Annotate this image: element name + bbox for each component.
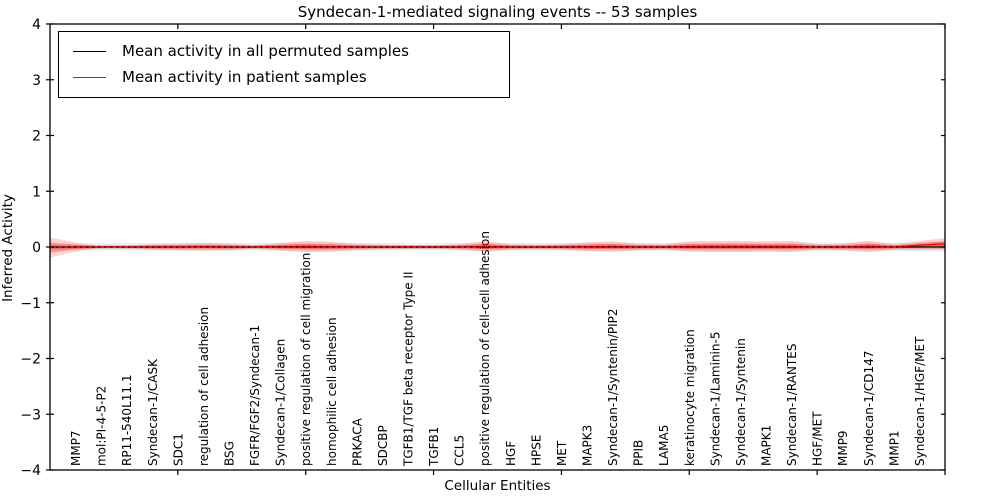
x-category-label: SDCBP [376, 425, 390, 466]
x-category-label: MAPK3 [581, 425, 595, 466]
x-category-label: mol:PI-4-5-P2 [95, 386, 109, 466]
x-category-label: Syndecan-1/CD147 [862, 351, 876, 466]
x-axis-title: Cellular Entities [444, 478, 551, 494]
y-tick-label: 3 [32, 73, 41, 89]
legend-label-permuted: Mean activity in all permuted samples [122, 42, 409, 60]
x-category-label: RP11-540L11.1 [120, 375, 134, 466]
x-category-label: Syndecan-1/CASK [146, 358, 160, 466]
y-tick-label: −1 [20, 296, 41, 312]
x-category-label: LAMA5 [657, 425, 671, 466]
chart-title: Syndecan-1-mediated signaling events -- … [297, 3, 698, 21]
x-category-label: positive regulation of cell-cell adhesio… [478, 231, 492, 466]
x-category-label: Syndecan-1/Syntenin [734, 338, 748, 466]
x-category-label: homophilic cell adhesion [325, 317, 339, 466]
y-tick-label: −3 [20, 407, 41, 423]
x-category-label: positive regulation of cell migration [299, 253, 313, 466]
x-category-label: TGFB1/TGF beta receptor Type II [402, 271, 416, 467]
x-category-label: HGF [504, 441, 518, 466]
x-category-label: MAPK1 [760, 425, 774, 466]
y-tick-label: 1 [32, 184, 41, 200]
x-category-label: Syndecan-1/Collagen [274, 339, 288, 466]
legend-label-patient: Mean activity in patient samples [122, 68, 367, 86]
legend-entry-patient: Mean activity in patient samples [73, 64, 509, 90]
x-category-label: MMP9 [836, 430, 850, 466]
x-category-label: regulation of cell adhesion [197, 307, 211, 466]
x-category-label: TGFB1 [427, 427, 441, 467]
patient-line-swatch [73, 76, 106, 78]
legend-entry-permuted: Mean activity in all permuted samples [73, 38, 509, 64]
x-category-label: BSG [223, 441, 237, 466]
x-category-label: SDC1 [171, 433, 185, 466]
x-category-label: MMP7 [69, 430, 83, 466]
x-category-label: PPIB [632, 440, 646, 466]
x-category-label: MMP1 [887, 430, 901, 466]
y-tick-label: 0 [32, 240, 41, 256]
y-tick-label: −4 [20, 463, 41, 479]
x-category-label: Syndecan-1/HGF/MET [913, 336, 927, 466]
x-category-label: HPSE [529, 435, 543, 466]
y-tick-label: 2 [32, 129, 41, 145]
permuted-line-swatch [73, 50, 106, 52]
x-category-label: keratinocyte migration [683, 329, 697, 466]
x-category-label: Syndecan-1/Laminin-5 [708, 332, 722, 466]
x-category-label: PRKACA [350, 417, 364, 466]
x-category-label: FGFR/FGF2/Syndecan-1 [248, 325, 262, 466]
x-category-label: MET [555, 440, 569, 466]
x-category-label: Syndecan-1/RANTES [785, 344, 799, 466]
x-category-label: HGF/MET [811, 411, 825, 466]
x-category-label: Syndecan-1/Syntenin/PIP2 [606, 308, 620, 466]
y-tick-label: −2 [20, 352, 41, 368]
legend: Mean activity in all permuted samples Me… [58, 31, 510, 98]
x-category-label: CCL5 [453, 435, 467, 466]
y-tick-label: 4 [32, 17, 41, 33]
